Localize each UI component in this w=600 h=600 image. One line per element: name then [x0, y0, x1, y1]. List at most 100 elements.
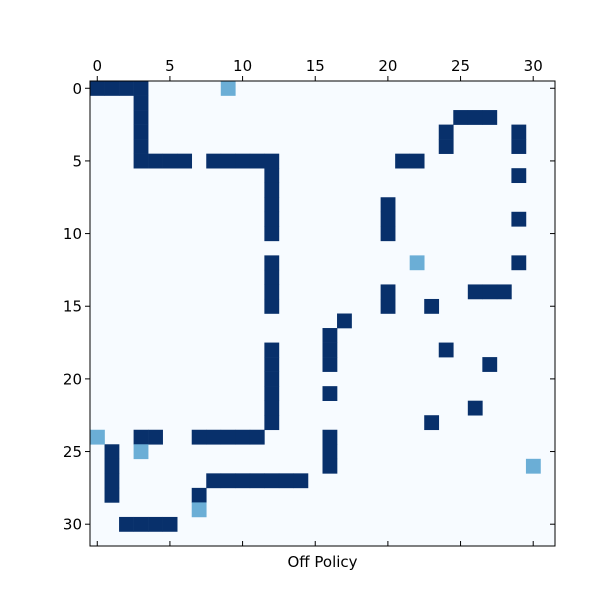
- heatmap-cell-strong: [438, 124, 454, 140]
- heatmap-cell-strong: [104, 458, 120, 474]
- heatmap-cell-medium: [90, 429, 105, 445]
- heatmap-cell-strong: [264, 473, 280, 489]
- plot-background: [90, 81, 555, 546]
- heatmap-cell-strong: [177, 153, 193, 169]
- heatmap-cell-strong: [133, 139, 149, 154]
- heatmap-cell-strong: [322, 357, 338, 372]
- heatmap-cell-strong: [482, 110, 498, 125]
- heatmap-cell-strong: [133, 153, 149, 169]
- x-tick-label: 25: [451, 57, 470, 75]
- heatmap-cell-strong: [337, 313, 352, 329]
- heatmap-cell-strong: [453, 110, 469, 125]
- x-tick-label: 10: [233, 57, 252, 75]
- heatmap-cell-strong: [264, 284, 280, 300]
- heatmap-cell-strong: [220, 473, 236, 489]
- heatmap-cell-strong: [424, 298, 440, 314]
- heatmap-cell-strong: [104, 487, 120, 503]
- heatmap-cell-strong: [119, 81, 134, 96]
- heatmap-cell-strong: [482, 357, 498, 372]
- heatmap-cell-strong: [511, 211, 527, 227]
- heatmap-cell-strong: [191, 429, 207, 445]
- heatmap-cell-strong: [264, 342, 280, 358]
- heatmap-cell-strong: [322, 458, 338, 474]
- heatmap-cell-strong: [162, 153, 178, 169]
- heatmap-cell-medium: [409, 255, 425, 271]
- heatmap-cell-medium: [525, 458, 541, 474]
- heatmap-cell-strong: [264, 415, 280, 431]
- heatmap-cell-strong: [133, 95, 149, 111]
- x-axis-label: Off Policy: [287, 553, 357, 571]
- heatmap-cell-strong: [264, 298, 280, 314]
- heatmap-cell-strong: [511, 255, 527, 271]
- heatmap-cell-strong: [104, 444, 120, 460]
- heatmap-cell-strong: [133, 81, 149, 96]
- plot-frame: [89, 80, 556, 547]
- heatmap-cell-strong: [90, 81, 105, 96]
- heatmap-cell-strong: [438, 342, 454, 358]
- heatmap-cell-strong: [162, 516, 178, 532]
- heatmap-cell-strong: [119, 516, 134, 532]
- heatmap-cell-strong: [322, 444, 338, 460]
- heatmap-cell-strong: [264, 211, 280, 227]
- heatmap-cell-strong: [467, 400, 483, 416]
- x-tick-label: 20: [378, 57, 397, 75]
- heatmap-cell-strong: [409, 153, 425, 169]
- heatmap-cell-strong: [511, 168, 527, 184]
- heatmap-cell-strong: [264, 386, 280, 401]
- heatmap-cell-strong: [220, 429, 236, 445]
- heatmap-cell-strong: [264, 197, 280, 213]
- heatmap-cell-strong: [322, 386, 338, 401]
- heatmap-cell-strong: [220, 153, 236, 169]
- heatmap-cell-strong: [467, 110, 483, 125]
- heatmap-cell-strong: [235, 429, 251, 445]
- heatmap-cell-strong: [133, 516, 149, 532]
- heatmap-cell-strong: [278, 473, 294, 489]
- y-tick-label: 20: [63, 370, 82, 388]
- heatmap-cell-strong: [424, 415, 440, 431]
- heatmap-cell-strong: [206, 429, 222, 445]
- heatmap-cell-strong: [293, 473, 309, 489]
- heatmap-cell-strong: [395, 153, 410, 169]
- heatmap-cell-strong: [380, 284, 396, 300]
- heatmap-cell-strong: [322, 328, 338, 343]
- heatmap-cell-strong: [206, 473, 222, 489]
- heatmap-cell-medium: [133, 444, 149, 460]
- heatmap-cell-medium: [220, 81, 236, 96]
- heatmap-cell-strong: [133, 124, 149, 140]
- heatmap-cell-strong: [264, 153, 280, 169]
- heatmap-cell-strong: [104, 473, 120, 489]
- heatmap-cell-strong: [264, 400, 280, 416]
- y-tick-label: 10: [63, 225, 82, 243]
- heatmap-cell-strong: [264, 269, 280, 285]
- heatmap-cell-strong: [133, 110, 149, 125]
- heatmap-cells: [90, 81, 541, 532]
- heatmap-cell-strong: [264, 226, 280, 242]
- heatmap-cell-strong: [380, 298, 396, 314]
- heatmap-cell-strong: [264, 255, 280, 271]
- heatmap-cell-strong: [264, 371, 280, 387]
- heatmap-cell-strong: [148, 153, 163, 169]
- heatmap-cell-strong: [264, 168, 280, 184]
- y-tick-label: 5: [72, 152, 82, 170]
- x-tick-label: 0: [92, 57, 102, 75]
- heatmap-cell-strong: [322, 342, 338, 358]
- heatmap-cell-strong: [467, 284, 483, 300]
- heatmap-cell-strong: [380, 211, 396, 227]
- heatmap-cell-strong: [511, 124, 527, 140]
- y-tick-label: 0: [72, 80, 82, 98]
- heatmap-cell-strong: [380, 226, 396, 242]
- heatmap-cell-strong: [206, 153, 222, 169]
- x-tick-label: 5: [165, 57, 175, 75]
- axis-ticks: 0 5 10 15 20 25 30 0 5 10 15 20 25 30: [63, 57, 555, 546]
- heatmap-cell-strong: [482, 284, 498, 300]
- heatmap-cell-strong: [322, 429, 338, 445]
- heatmap-cell-strong: [235, 473, 251, 489]
- heatmap-cell-strong: [511, 139, 527, 154]
- heatmap-cell-medium: [191, 502, 207, 518]
- heatmap-cell-strong: [191, 487, 207, 503]
- heatmap-cell-strong: [438, 139, 454, 154]
- heatmap-cell-strong: [133, 429, 149, 445]
- y-tick-label: 15: [63, 298, 82, 316]
- heatmap-cell-strong: [249, 473, 265, 489]
